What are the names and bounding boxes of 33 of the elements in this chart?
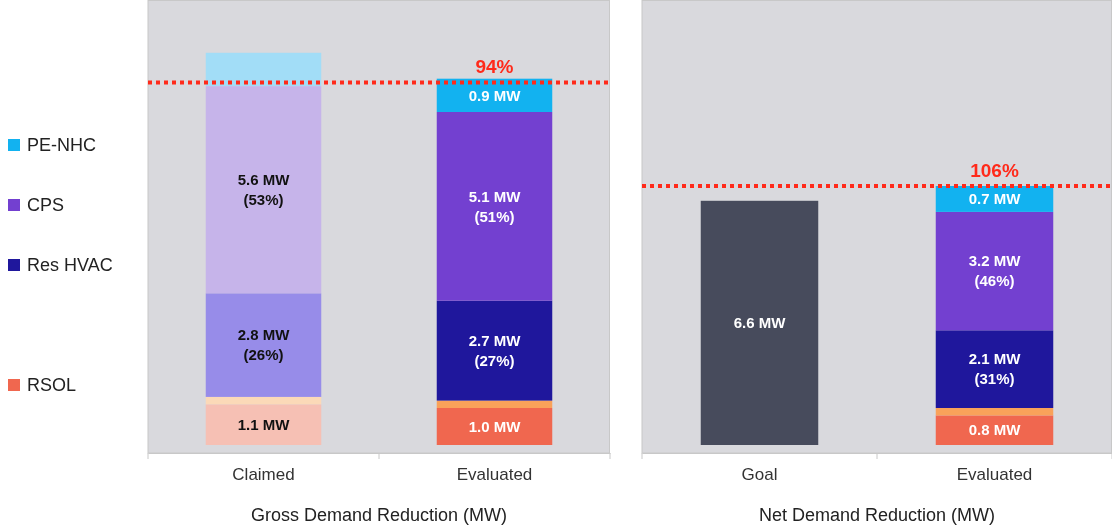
legend-label: CPS [27, 195, 65, 216]
data-label: 0.9 MW [468, 86, 522, 104]
x-axis-title: Net Demand Reduction (MW) [758, 505, 996, 525]
data-label: 2.1 MW (31%) [968, 350, 1022, 388]
bar [205, 404, 322, 445]
x-tick-label: Evaluated [956, 464, 1033, 484]
data-label: 5.1 MW (51%) [468, 187, 522, 225]
data-label: 2.8 MW (26%) [237, 326, 291, 364]
bar [436, 400, 553, 408]
bar [205, 52, 322, 87]
x-axis-title: Gross Demand Reduction (MW) [250, 505, 508, 525]
data-label: 0.8 MW [968, 421, 1022, 439]
annotation: 106% [970, 160, 1019, 181]
x-tick-label: Goal [741, 464, 778, 484]
legend-label: PE-NHC [27, 135, 97, 156]
bar [205, 396, 322, 405]
data-label: 2.7 MW (27%) [468, 331, 522, 369]
data-label: 0.7 MW [968, 190, 1022, 208]
legend-label: Res HVAC [27, 255, 113, 276]
data-label: 5.6 MW (53%) [237, 170, 291, 208]
bar [205, 293, 322, 397]
data-label: 1.1 MW [237, 415, 291, 433]
legend-label: RSOL [27, 375, 77, 396]
bar [436, 408, 553, 445]
data-label: 3.2 MW (46%) [968, 252, 1022, 290]
bar [205, 86, 322, 294]
annotation: 94% [475, 56, 514, 78]
data-label: 6.6 MW [733, 314, 787, 332]
bar [436, 300, 553, 401]
data-label: 1.0 MW [468, 417, 522, 435]
bar [436, 112, 553, 301]
x-tick-label: Evaluated [456, 464, 533, 484]
x-tick-label: Claimed [232, 464, 295, 484]
